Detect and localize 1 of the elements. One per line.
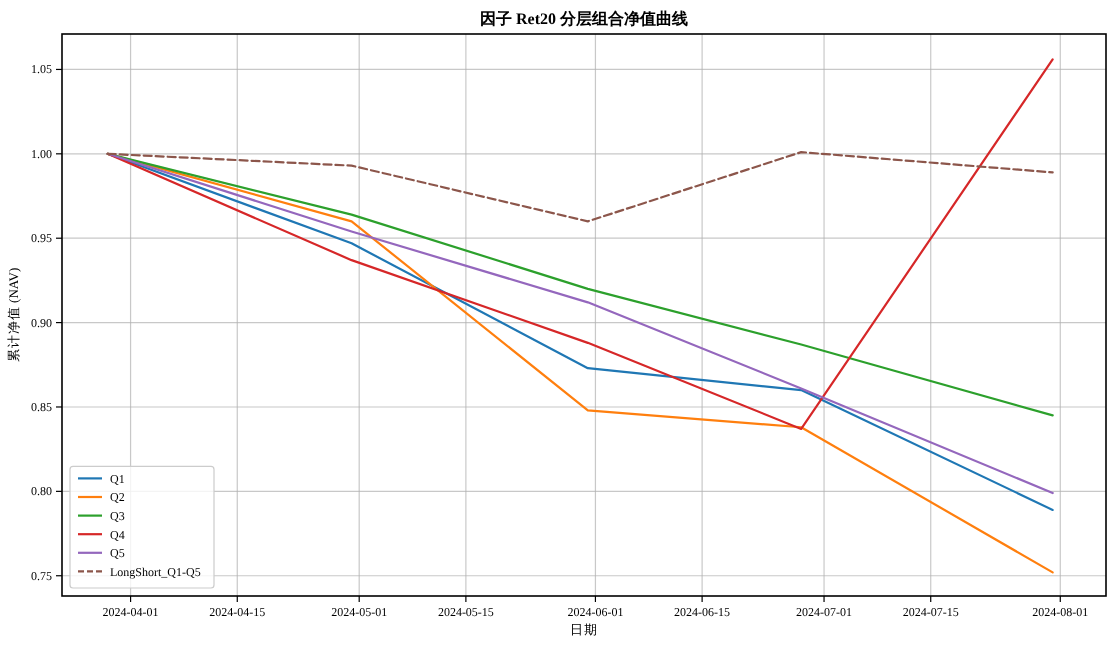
- title: 因子 Ret20 分层组合净值曲线: [480, 10, 688, 28]
